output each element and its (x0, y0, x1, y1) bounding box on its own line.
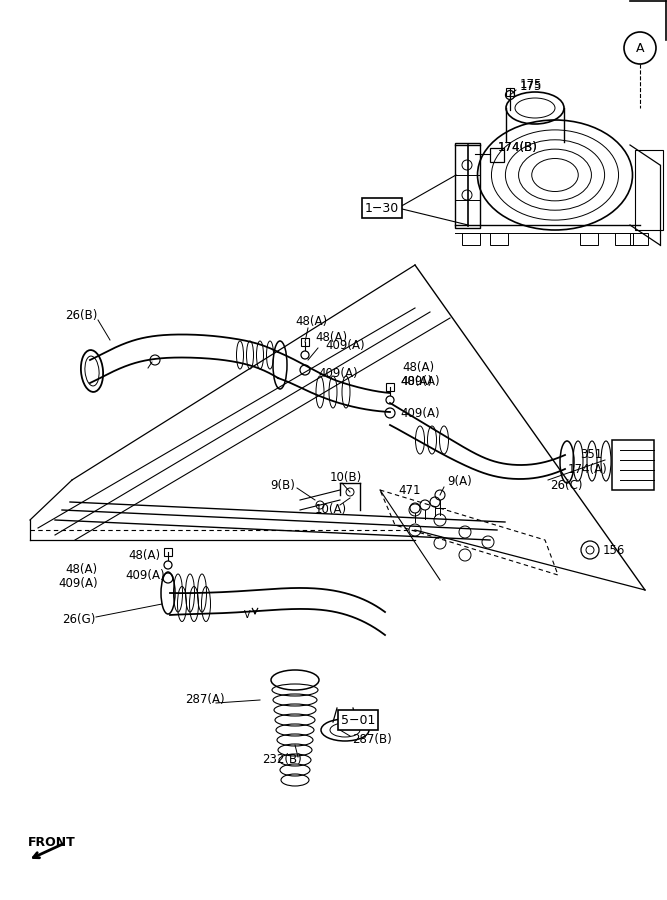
Text: 10(B): 10(B) (330, 472, 362, 484)
Bar (386, 383, 394, 391)
Text: 174(A): 174(A) (568, 464, 608, 476)
Circle shape (506, 91, 514, 100)
Text: A: A (636, 41, 644, 55)
Text: 26(C): 26(C) (550, 479, 582, 491)
Text: 1−30: 1−30 (365, 202, 399, 214)
Bar (455, 143, 480, 228)
Text: 48(A): 48(A) (65, 563, 97, 577)
Text: 409(A): 409(A) (325, 338, 365, 352)
Text: 232(B): 232(B) (262, 753, 301, 767)
Text: 26(G): 26(G) (62, 614, 95, 626)
Text: 409(A): 409(A) (125, 569, 165, 581)
Text: 409(A): 409(A) (400, 375, 440, 389)
Bar (462, 233, 480, 245)
Text: FRONT: FRONT (28, 836, 76, 850)
Text: 174(B): 174(B) (498, 140, 538, 154)
Text: 156: 156 (603, 544, 626, 556)
Text: 26(B): 26(B) (65, 309, 97, 321)
Text: V: V (243, 610, 250, 620)
Text: 409(A): 409(A) (400, 407, 440, 419)
Bar (164, 548, 172, 556)
Text: 48(A): 48(A) (295, 316, 327, 328)
Text: 48(A): 48(A) (128, 548, 160, 562)
Bar (635, 150, 663, 230)
Text: 409(A): 409(A) (58, 577, 97, 590)
Bar (615, 233, 633, 245)
Bar (301, 338, 309, 346)
Text: 471: 471 (398, 483, 420, 497)
Text: 175: 175 (520, 80, 542, 94)
Text: 287(B): 287(B) (352, 734, 392, 746)
Bar (490, 148, 504, 162)
Bar (630, 233, 648, 245)
Text: 174(B): 174(B) (498, 141, 538, 155)
Text: 351: 351 (580, 448, 602, 462)
Text: 10(A): 10(A) (315, 503, 347, 517)
Text: 5−01: 5−01 (341, 714, 375, 726)
Text: 175: 175 (520, 77, 542, 91)
Text: 48(A): 48(A) (315, 331, 347, 345)
Text: 287(A): 287(A) (185, 694, 225, 706)
Text: 48(A): 48(A) (400, 375, 432, 389)
Bar (490, 233, 508, 245)
Text: 9(A): 9(A) (447, 475, 472, 489)
Wedge shape (333, 706, 357, 730)
Bar (580, 233, 598, 245)
Bar (506, 88, 514, 96)
Text: 48(A): 48(A) (402, 362, 434, 374)
Text: 409(A): 409(A) (318, 366, 358, 380)
Bar (612, 440, 654, 490)
Text: 9(B): 9(B) (270, 479, 295, 491)
